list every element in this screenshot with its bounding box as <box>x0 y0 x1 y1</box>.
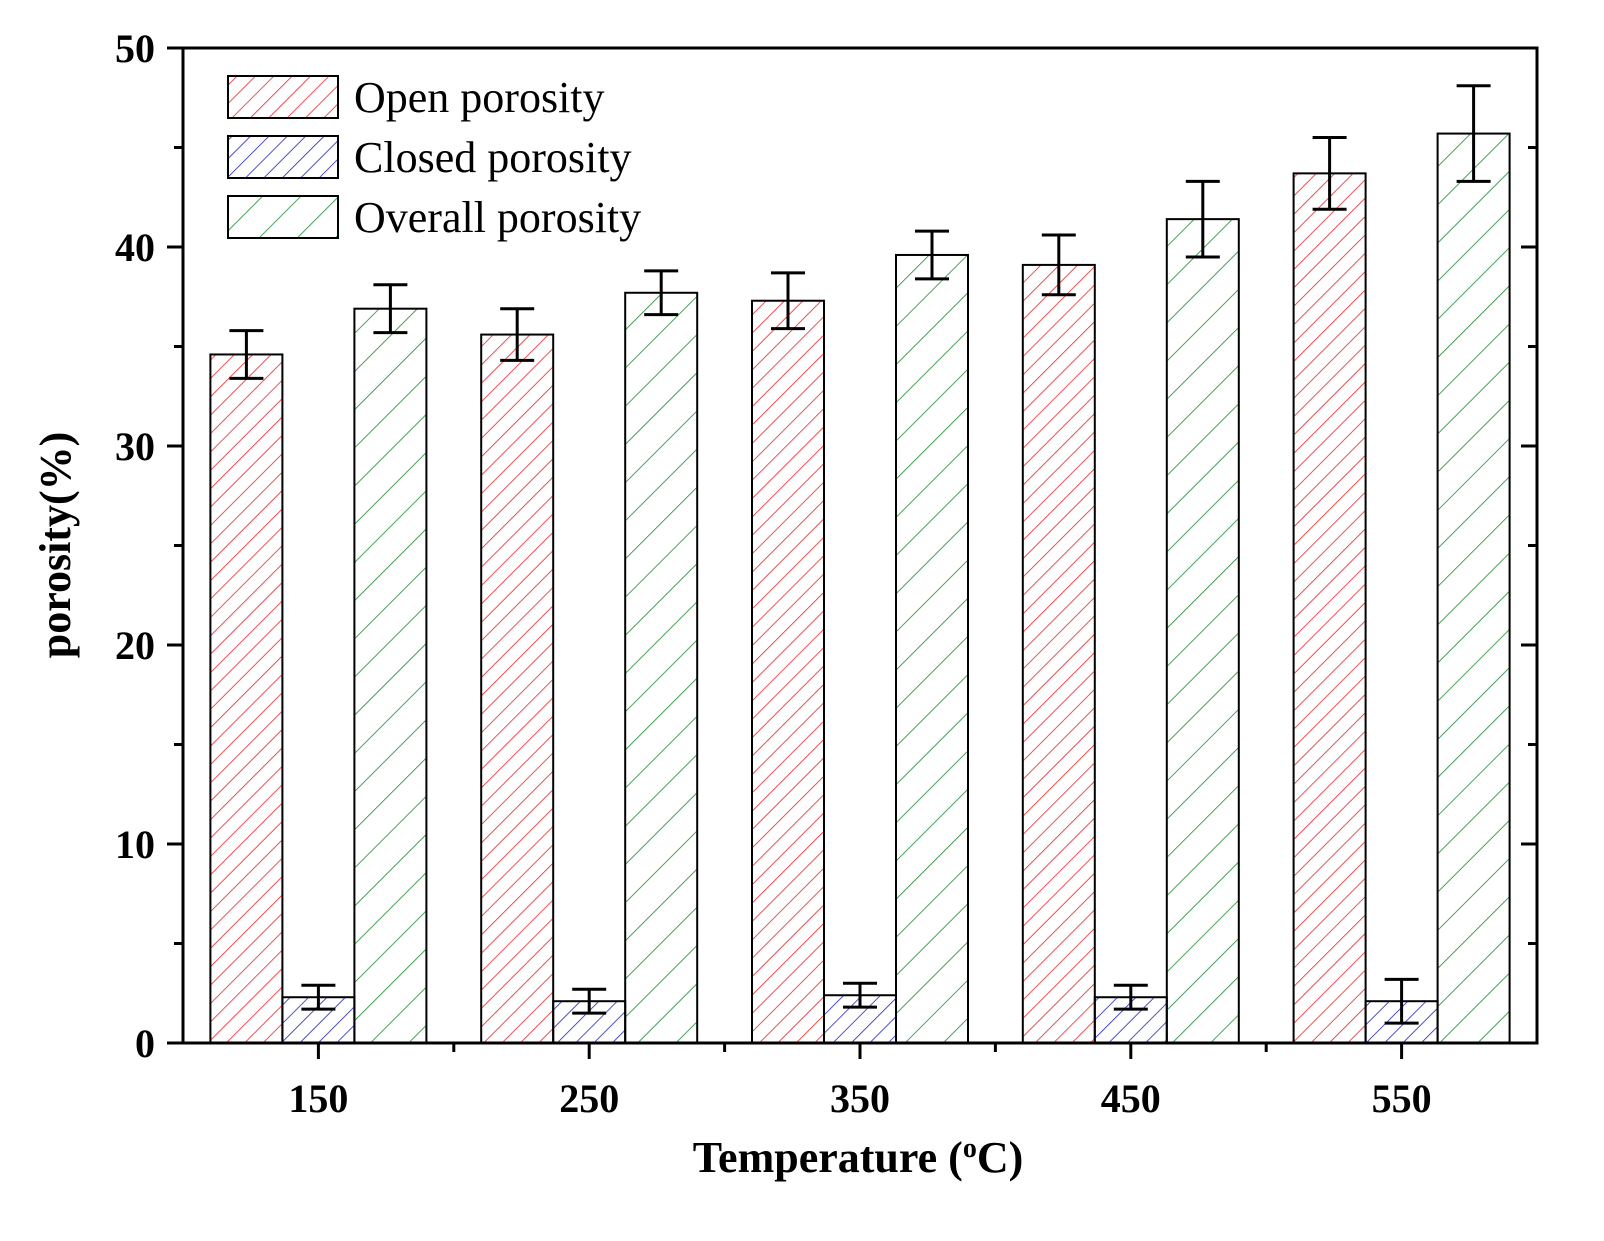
bar-overall-porosity-350 <box>895 253 969 1044</box>
x-axis-label-end: C) <box>977 1133 1023 1182</box>
bar-open-porosity-350 <box>751 299 825 1045</box>
error-bar-open-porosity-450 <box>1041 233 1076 297</box>
x-axis-label: Temperature (oC) <box>693 1133 1024 1183</box>
x-axis-label-main: Temperature ( <box>693 1133 963 1182</box>
error-bar-open-porosity-550 <box>1312 136 1347 211</box>
x-tick-labels: 150 250 350 450 550 <box>288 1076 1431 1121</box>
error-bar-closed-porosity-250 <box>572 987 607 1015</box>
bar-overall-porosity-150 <box>353 307 428 1044</box>
bar-open-porosity-150 <box>209 353 284 1044</box>
bar-open-porosity-450 <box>1021 263 1096 1045</box>
x-tick-label: 350 <box>830 1076 890 1121</box>
error-bar-open-porosity-350 <box>771 271 805 331</box>
bar-overall-porosity-250 <box>624 291 699 1044</box>
bar-overall-porosity-450 <box>1165 218 1240 1044</box>
error-bar-overall-porosity-250 <box>644 269 679 317</box>
bar-open-porosity-250 <box>480 333 555 1044</box>
error-bar-overall-porosity-150 <box>373 283 408 335</box>
x-tick-label: 450 <box>1101 1076 1161 1121</box>
error-bar-closed-porosity-350 <box>843 981 877 1009</box>
legend: Open porosity Closed porosity Overall poro… <box>227 73 641 242</box>
legend-swatch-closed-porosity <box>227 135 339 179</box>
legend-swatch-overall-porosity <box>227 195 339 239</box>
legend-label-open-porosity: Open porosity <box>354 73 605 122</box>
legend-label-closed-porosity: Closed porosity <box>354 133 631 182</box>
error-bars-layer <box>229 84 1491 1025</box>
y-tick-labels: 0 10 20 30 40 50 <box>115 26 155 1066</box>
legend-swatch-open-porosity <box>227 75 339 119</box>
bar-overall-porosity-550 <box>1436 132 1511 1044</box>
y-tick-label: 40 <box>115 225 155 270</box>
x-tick-label: 150 <box>288 1076 348 1121</box>
error-bar-closed-porosity-150 <box>301 983 336 1011</box>
y-axis-label: porosity(%) <box>31 432 80 659</box>
x-axis-label-superscript: o <box>963 1133 977 1164</box>
x-tick-label: 250 <box>559 1076 619 1121</box>
error-bar-overall-porosity-450 <box>1185 179 1220 259</box>
y-tick-label: 30 <box>115 424 155 469</box>
x-tick-label: 550 <box>1372 1076 1432 1121</box>
error-bar-closed-porosity-450 <box>1113 983 1148 1011</box>
bar-open-porosity-550 <box>1292 172 1367 1044</box>
y-tick-label: 50 <box>115 26 155 71</box>
error-bar-open-porosity-150 <box>229 329 264 380</box>
y-tick-label: 0 <box>135 1021 155 1066</box>
error-bar-overall-porosity-550 <box>1456 84 1491 183</box>
error-bar-open-porosity-250 <box>500 307 535 362</box>
bars-layer <box>209 132 1511 1045</box>
y-tick-label: 10 <box>115 822 155 867</box>
legend-label-overall-porosity: Overall porosity <box>354 193 641 242</box>
error-bar-closed-porosity-550 <box>1384 977 1419 1025</box>
y-tick-label: 20 <box>115 623 155 668</box>
error-bar-overall-porosity-350 <box>915 229 949 281</box>
axis-ticks-layer <box>167 46 1537 1059</box>
